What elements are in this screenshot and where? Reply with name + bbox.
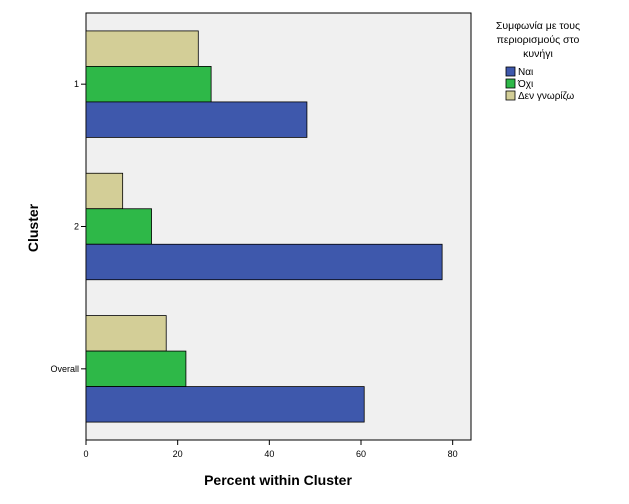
x-tick-label: 80 [448, 449, 458, 459]
y-tick-label: Overall [50, 364, 79, 374]
bar-cluster-2-series-1 [85, 208, 152, 245]
y-tick-label: 2 [74, 222, 79, 232]
bar-cluster-2-series-0 [85, 172, 124, 210]
y-tick-label: 1 [74, 79, 79, 89]
legend-label: Δεν γνωρίζω [518, 90, 574, 102]
x-axis-title: Percent within Cluster [204, 472, 352, 488]
x-tick-label: 40 [264, 449, 274, 459]
legend-title-line-3: κυνήγι [523, 48, 553, 60]
bar-cluster-1-series-0 [85, 30, 199, 67]
bar-cluster-overall-series-1 [85, 350, 187, 387]
bar-cluster-1-series-1 [85, 66, 212, 103]
legend-title-line-2: περιορισμούς στο [497, 34, 580, 46]
bar-cluster-2-series-2 [85, 243, 443, 281]
legend-swatch [505, 78, 516, 89]
bars-group [85, 30, 443, 423]
x-axis: 0 20 40 60 80 [83, 440, 458, 459]
legend-label: Όχι [517, 79, 533, 90]
legend-swatch [505, 90, 516, 101]
x-tick-label: 20 [173, 449, 183, 459]
bar-cluster-1-series-2 [85, 101, 308, 138]
legend-swatch [505, 66, 516, 77]
bar-cluster-overall-series-0 [85, 315, 167, 352]
x-tick-label: 0 [83, 449, 88, 459]
legend-title-line-1: Συμφωνία με τους [496, 20, 580, 32]
y-axis: 1 2 Overall [50, 79, 86, 374]
bar-cluster-overall-series-2 [85, 386, 365, 423]
y-axis-title: Cluster [25, 203, 41, 252]
x-tick-label: 60 [356, 449, 366, 459]
legend-label: Ναι [518, 67, 533, 78]
legend: Συμφωνία με τους περιορισμούς στο κυνήγι… [496, 20, 580, 102]
